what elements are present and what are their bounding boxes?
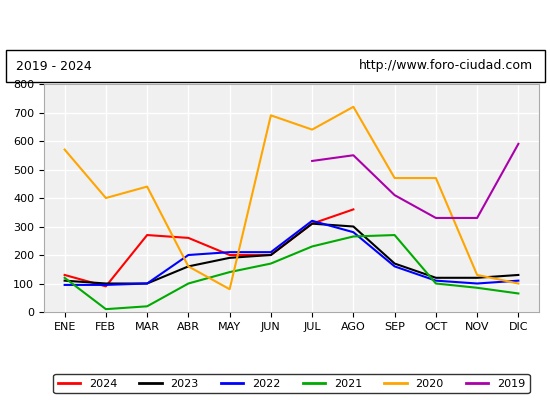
Line: 2023: 2023 <box>65 224 518 284</box>
2019 <box>515 142 521 146</box>
2023 <box>267 253 274 258</box>
2020 <box>432 176 439 180</box>
Line: 2021: 2021 <box>65 235 518 309</box>
2020 <box>144 184 151 189</box>
2021 <box>392 233 398 238</box>
Text: http://www.foro-ciudad.com: http://www.foro-ciudad.com <box>359 60 534 72</box>
Text: Evolucion Nº Turistas Nacionales en el municipio de Arguis: Evolucion Nº Turistas Nacionales en el m… <box>51 16 499 32</box>
2020 <box>515 281 521 286</box>
2023 <box>515 272 521 277</box>
2019 <box>350 153 356 158</box>
2020 <box>392 176 398 180</box>
2021 <box>227 270 233 274</box>
2023 <box>144 281 151 286</box>
2021 <box>309 244 316 249</box>
2020 <box>474 272 481 277</box>
2023 <box>392 261 398 266</box>
FancyBboxPatch shape <box>6 50 544 82</box>
2021 <box>474 285 481 290</box>
2023 <box>350 224 356 229</box>
Line: 2022: 2022 <box>65 221 518 285</box>
2024 <box>267 253 274 258</box>
2020 <box>309 127 316 132</box>
2020 <box>185 264 192 269</box>
2023 <box>227 256 233 260</box>
2022 <box>227 250 233 254</box>
2022 <box>61 282 68 287</box>
Legend: 2024, 2023, 2022, 2021, 2020, 2019: 2024, 2023, 2022, 2021, 2020, 2019 <box>53 374 530 393</box>
2020 <box>227 287 233 292</box>
2021 <box>185 281 192 286</box>
2022 <box>474 281 481 286</box>
2021 <box>61 275 68 280</box>
2023 <box>61 278 68 283</box>
Line: 2019: 2019 <box>312 144 518 218</box>
2024 <box>61 272 68 277</box>
2021 <box>102 307 109 312</box>
2022 <box>309 218 316 223</box>
2022 <box>144 281 151 286</box>
2021 <box>515 291 521 296</box>
2020 <box>102 196 109 200</box>
2024 <box>350 207 356 212</box>
2024 <box>309 221 316 226</box>
Line: 2020: 2020 <box>65 107 518 289</box>
2022 <box>102 282 109 287</box>
Line: 2024: 2024 <box>65 210 353 286</box>
2019 <box>432 216 439 220</box>
2024 <box>144 233 151 238</box>
2022 <box>267 250 274 254</box>
2023 <box>309 221 316 226</box>
2023 <box>102 281 109 286</box>
2022 <box>432 278 439 283</box>
2019 <box>474 216 481 220</box>
2019 <box>309 158 316 163</box>
2020 <box>61 147 68 152</box>
2020 <box>350 104 356 109</box>
2024 <box>227 253 233 258</box>
2022 <box>350 230 356 234</box>
2019 <box>392 193 398 198</box>
2022 <box>185 253 192 258</box>
2021 <box>350 234 356 239</box>
2024 <box>102 284 109 289</box>
2021 <box>144 304 151 309</box>
2021 <box>432 281 439 286</box>
2020 <box>267 113 274 118</box>
2022 <box>515 278 521 283</box>
2023 <box>432 275 439 280</box>
Text: 2019 - 2024: 2019 - 2024 <box>16 60 92 72</box>
2022 <box>392 264 398 269</box>
2023 <box>474 275 481 280</box>
2021 <box>267 261 274 266</box>
2023 <box>185 264 192 269</box>
2024 <box>185 236 192 240</box>
